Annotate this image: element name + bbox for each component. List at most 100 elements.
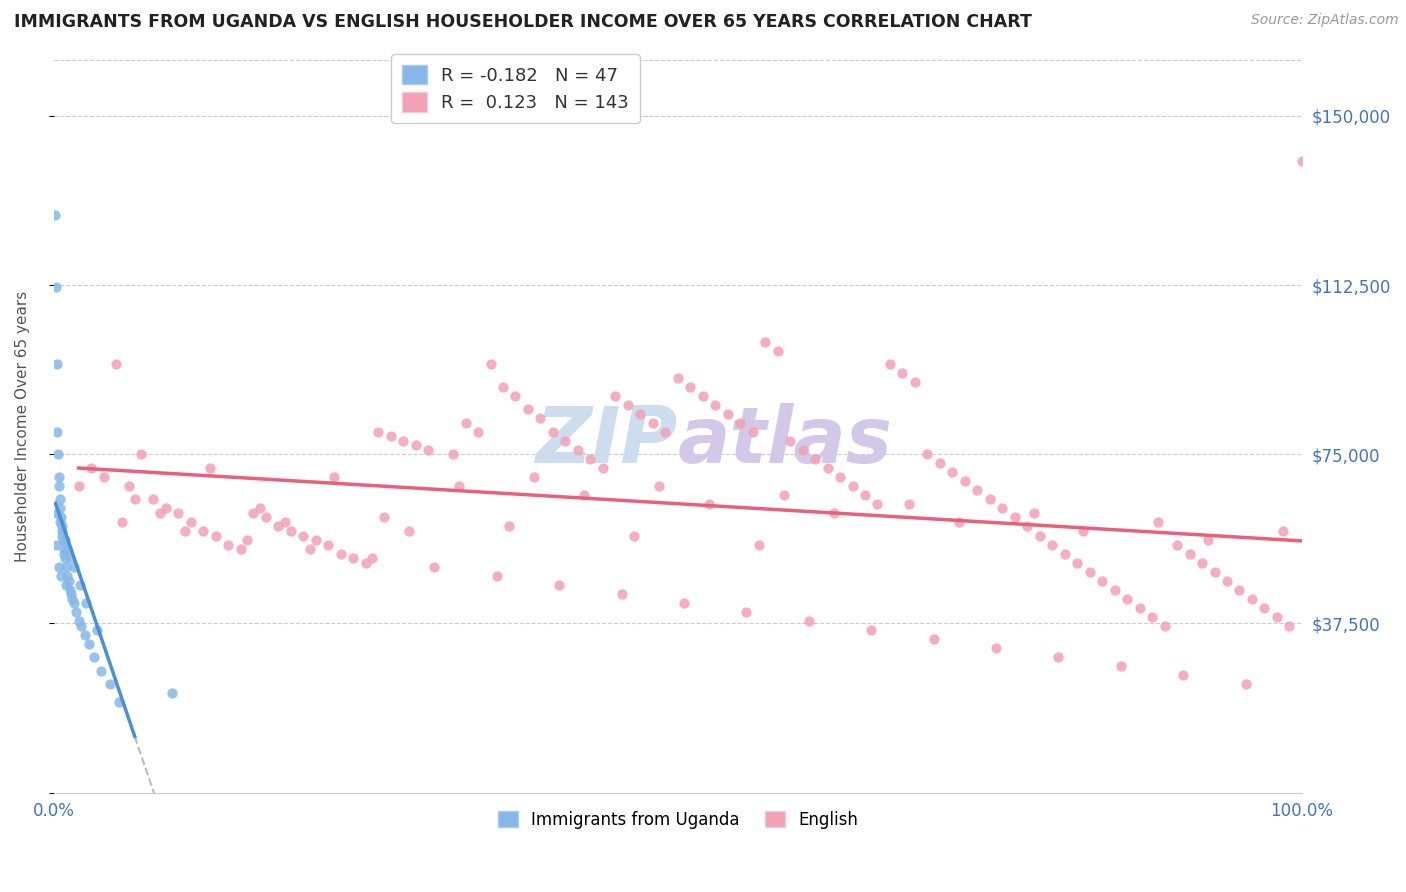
Point [628, 407, 651, 421]
Point [305, 533, 328, 547]
Point [155, 501, 177, 516]
Point [1166, 537, 1188, 551]
Point [853, 488, 876, 502]
Point [928, 456, 950, 470]
Point [180, 515, 202, 529]
Point [62, 560, 84, 574]
Point [80, 461, 103, 475]
Text: atlas: atlas [678, 403, 893, 479]
Point [1116, 591, 1139, 606]
Point [45, 537, 67, 551]
Point [167, 506, 190, 520]
Point [485, 569, 508, 583]
Point [1109, 659, 1132, 673]
Point [948, 515, 970, 529]
Point [1047, 650, 1070, 665]
Point [554, 434, 576, 448]
Point [828, 470, 851, 484]
Point [529, 411, 551, 425]
Point [361, 551, 384, 566]
Point [124, 492, 146, 507]
Point [53, 533, 76, 547]
Point [52, 533, 75, 547]
Point [728, 416, 751, 430]
Point [77, 637, 100, 651]
Point [51, 528, 73, 542]
Point [773, 488, 796, 502]
Point [541, 425, 564, 439]
Point [142, 492, 165, 507]
Point [44, 208, 66, 222]
Point [941, 466, 963, 480]
Point [979, 492, 1001, 507]
Point [58, 574, 80, 588]
Point [48, 470, 70, 484]
Point [53, 551, 76, 566]
Point [1204, 565, 1226, 579]
Point [922, 632, 945, 647]
Point [65, 605, 87, 619]
Point [797, 614, 820, 628]
Point [354, 556, 377, 570]
Point [60, 587, 83, 601]
Point [879, 357, 901, 371]
Point [984, 641, 1007, 656]
Point [329, 547, 352, 561]
Point [70, 619, 93, 633]
Point [86, 624, 108, 638]
Point [1272, 524, 1295, 538]
Point [198, 461, 221, 475]
Point [111, 515, 134, 529]
Point [73, 628, 96, 642]
Point [107, 695, 129, 709]
Point [46, 506, 69, 520]
Point [342, 551, 364, 566]
Point [717, 407, 740, 421]
Point [236, 533, 259, 547]
Point [1073, 524, 1095, 538]
Point [67, 614, 90, 628]
Point [817, 461, 839, 475]
Point [205, 528, 228, 542]
Point [373, 510, 395, 524]
Text: IMMIGRANTS FROM UGANDA VS ENGLISH HOUSEHOLDER INCOME OVER 65 YEARS CORRELATION C: IMMIGRANTS FROM UGANDA VS ENGLISH HOUSEH… [14, 13, 1032, 31]
Point [1197, 533, 1219, 547]
Point [1078, 565, 1101, 579]
Point [917, 447, 939, 461]
Point [1040, 537, 1063, 551]
Point [654, 425, 676, 439]
Point [392, 434, 415, 448]
Point [105, 357, 128, 371]
Point [567, 442, 589, 457]
Point [117, 479, 139, 493]
Point [48, 560, 70, 574]
Point [52, 542, 75, 557]
Point [193, 524, 215, 538]
Point [1029, 528, 1052, 542]
Point [804, 451, 827, 466]
Point [254, 510, 277, 524]
Point [704, 398, 727, 412]
Point [766, 343, 789, 358]
Point [441, 447, 464, 461]
Point [860, 624, 883, 638]
Point [1216, 574, 1239, 588]
Point [966, 483, 988, 498]
Point [83, 650, 105, 665]
Point [45, 357, 67, 371]
Point [380, 429, 402, 443]
Point [1229, 582, 1251, 597]
Point [479, 357, 502, 371]
Point [367, 425, 389, 439]
Point [48, 479, 70, 493]
Point [1234, 677, 1257, 691]
Point [841, 479, 863, 493]
Point [623, 528, 645, 542]
Point [398, 524, 420, 538]
Point [672, 596, 695, 610]
Point [1129, 600, 1152, 615]
Point [217, 537, 239, 551]
Point [298, 542, 321, 557]
Point [416, 442, 439, 457]
Point [641, 416, 664, 430]
